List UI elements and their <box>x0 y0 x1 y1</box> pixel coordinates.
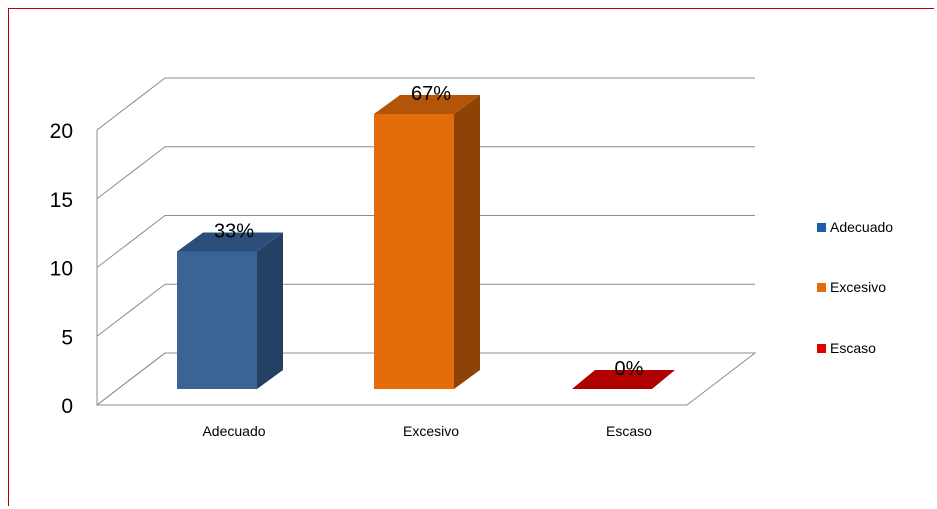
y-tick-label: 15 <box>50 189 73 212</box>
x-tick-label: Escaso <box>606 423 652 439</box>
gridline-depth <box>96 215 166 268</box>
legend-item-excesivo: Excesivo <box>817 279 886 295</box>
data-label: 0% <box>615 358 644 380</box>
y-tick-label: 10 <box>50 258 73 281</box>
bar-side <box>257 232 283 389</box>
data-label: 67% <box>411 83 451 105</box>
bar-top <box>177 232 283 252</box>
legend-swatch <box>817 282 826 292</box>
gridline-depth <box>96 283 166 337</box>
legend-label: Escaso <box>830 340 876 356</box>
bar-side <box>454 95 480 389</box>
gridline-depth <box>96 146 166 200</box>
y-tick-label: 0 <box>61 395 73 418</box>
data-label: 33% <box>214 221 254 243</box>
legend-label: Adecuado <box>830 219 894 235</box>
bar-front <box>374 114 454 389</box>
legend-label: Excesivo <box>830 279 887 295</box>
x-tick-label: Adecuado <box>202 423 265 439</box>
legend-item-adecuado: Adecuado <box>817 219 893 235</box>
bar-top <box>374 95 480 114</box>
gridline-depth <box>96 352 166 406</box>
bar-front <box>177 251 257 389</box>
y-tick-label: 20 <box>50 120 73 143</box>
bar-zero <box>572 370 675 389</box>
legend-item-escaso: Escaso <box>817 340 876 356</box>
legend-swatch <box>817 222 826 232</box>
y-tick-label: 5 <box>61 326 73 349</box>
legend-swatch <box>817 343 826 353</box>
gridline-depth <box>96 77 166 131</box>
chart-frame <box>8 8 934 506</box>
x-tick-label: Excesivo <box>403 423 459 439</box>
